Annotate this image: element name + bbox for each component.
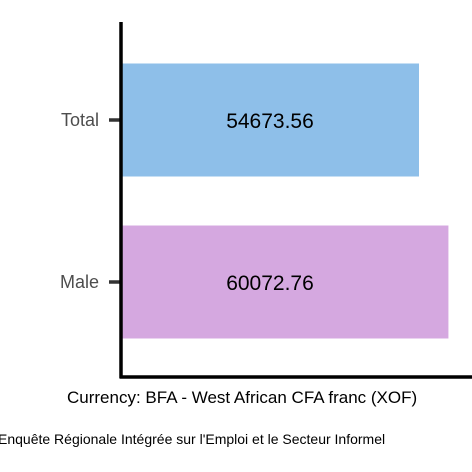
data-label-total: 54673.56 <box>226 110 314 133</box>
source-note: Enquête Régionale Intégrée sur l'Emploi … <box>0 431 385 447</box>
category-label-male: Male <box>60 272 99 292</box>
tick-marks <box>109 118 121 284</box>
category-labels: Total Male <box>60 110 99 292</box>
bar-male <box>121 225 449 339</box>
category-label-total: Total <box>61 110 99 130</box>
x-axis-title: Currency: BFA - West African CFA franc (… <box>67 388 417 407</box>
data-label-male: 60072.76 <box>226 272 314 295</box>
bar-total <box>121 63 419 177</box>
bars-group <box>121 63 449 339</box>
data-labels: 54673.56 60072.76 <box>226 110 314 295</box>
